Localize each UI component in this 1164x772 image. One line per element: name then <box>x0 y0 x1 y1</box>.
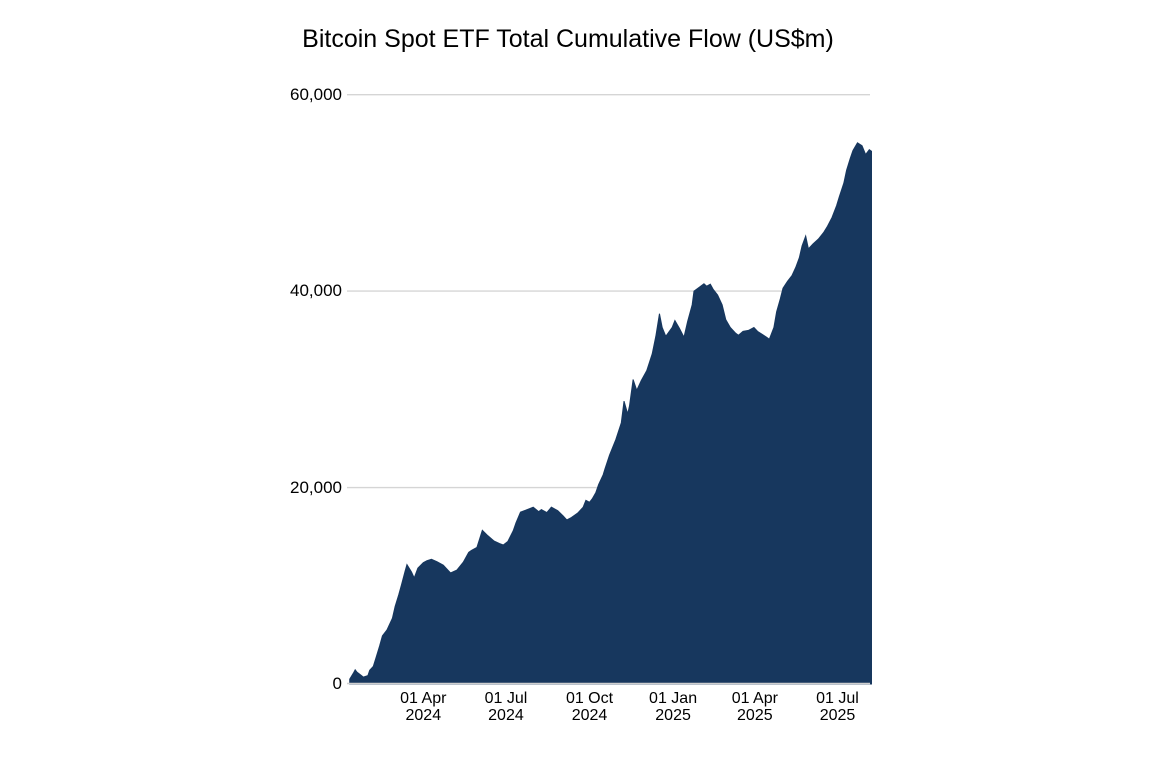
x-tick-label-day-month: 01 Jul <box>484 690 528 707</box>
x-tick-label: 01 Jan 2025 <box>628 690 718 724</box>
x-tick-label-year: 2025 <box>655 707 691 724</box>
y-tick-label: 20,000 <box>290 477 342 497</box>
x-tick-label: 01 Apr 2024 <box>378 690 468 724</box>
x-tick-label-day-month: 01 Oct <box>565 690 614 707</box>
y-tick-label: 0 <box>332 674 342 693</box>
x-tick-label: 01 Apr 2025 <box>710 690 800 724</box>
x-tick-label: 01 Jul 2025 <box>792 690 882 724</box>
x-tick-label: 01 Oct 2024 <box>545 690 635 724</box>
x-tick-label: 01 Jul 2024 <box>461 690 551 724</box>
y-tick-label: 60,000 <box>290 84 342 104</box>
x-tick-label-year: 2024 <box>405 707 442 724</box>
x-tick-label-day-month: 01 Apr <box>400 690 447 707</box>
area-chart-plot <box>347 93 872 685</box>
x-tick-label-day-month: 01 Apr <box>731 690 778 707</box>
cumulative-flow-area <box>349 142 872 685</box>
x-tick-label-day-month: 01 Jan <box>649 690 698 707</box>
x-tick-label-year: 2025 <box>819 707 856 724</box>
x-tick-label-year: 2024 <box>571 707 608 724</box>
chart-title: Bitcoin Spot ETF Total Cumulative Flow (… <box>302 25 834 53</box>
x-tick-label-day-month: 01 Jul <box>816 690 859 707</box>
x-tick-label-year: 2025 <box>737 707 773 724</box>
x-tick-label-year: 2024 <box>488 707 524 724</box>
y-tick-label: 40,000 <box>290 281 342 301</box>
